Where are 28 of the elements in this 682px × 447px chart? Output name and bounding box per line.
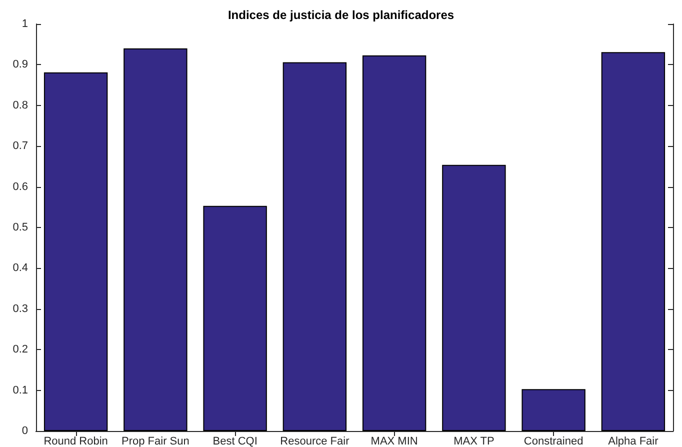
bar (282, 62, 347, 431)
y-tick-label: 0.7 (12, 140, 28, 152)
y-tick-label: 0.5 (12, 222, 28, 234)
y-tick-label: 0.8 (12, 99, 28, 112)
y-tick-label: 0.3 (12, 302, 28, 315)
x-tick-label: Resource Fair (280, 436, 350, 447)
x-tick-label: Alpha Fair (608, 436, 659, 447)
y-tick-label: 0.9 (12, 58, 28, 71)
y-tick-label: 1 (22, 18, 28, 30)
bar (442, 164, 506, 431)
y-tick-label: 0.1 (12, 384, 28, 396)
bar (522, 389, 586, 431)
x-tick-label: MAX TP (454, 436, 494, 447)
x-tick-label: MAX MIN (370, 436, 418, 447)
chart-title: Indices de justicia de los planificadores (228, 8, 454, 22)
y-tick-label: 0.2 (12, 344, 28, 356)
x-tick-label: Best CQI (212, 436, 258, 447)
y-tick-label: 0 (22, 425, 28, 437)
bar (203, 206, 267, 431)
x-tick-label: Constrained (524, 436, 584, 447)
bar (124, 48, 188, 431)
y-tick-label: 0.6 (12, 180, 28, 193)
x-tick-label: Prop Fair Sun (122, 436, 190, 447)
y-tick-label: 0.4 (12, 262, 28, 274)
bar (601, 52, 666, 431)
bar (44, 72, 108, 431)
bar (362, 55, 426, 431)
x-tick-label: Round Robin (44, 436, 108, 447)
